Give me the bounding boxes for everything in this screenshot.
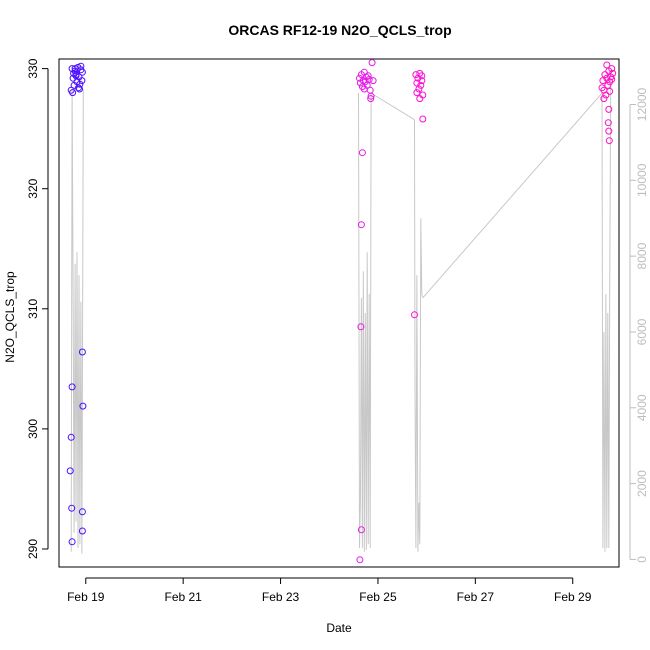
y-tick-label: 300 [26,419,40,439]
data-point [411,311,418,319]
y-axis-label: N2O_QCLS_trop [3,271,17,363]
y-tick-label: 290 [26,539,40,559]
data-point [366,86,374,94]
n2o-series [66,59,617,564]
x-axis: Feb 19 Feb 21 Feb 23 Feb 25 Feb 27 Feb 29 [67,577,592,604]
altitude-line-RF14 [414,119,424,552]
data-point [68,383,76,391]
data-point [72,72,80,80]
data-point [66,467,74,475]
data-point [605,105,613,113]
y2-tick-label: 0 [635,556,649,563]
data-point [79,402,87,410]
data-point [608,75,616,83]
y2-tick-label: 6000 [635,318,649,345]
data-point [367,92,375,100]
data-point [357,526,365,534]
data-point [71,65,79,73]
data-point [605,137,613,145]
data-point [606,87,614,95]
data-point [601,71,609,79]
data-point [604,81,612,89]
y2-tick-label: 2000 [635,470,649,497]
altitude-line-RF12 [70,89,84,554]
data-point [68,538,76,546]
data-point [78,68,86,76]
x-tick-label: Feb 25 [359,590,397,604]
data-point [76,80,84,88]
data-point [68,504,76,512]
data-point [416,95,424,103]
data-point [367,95,375,103]
data-point [76,85,83,93]
x-tick-label: Feb 29 [554,590,592,604]
data-point [75,84,82,92]
chart-title: ORCAS RF12-19 N2O_QCLS_trop [228,22,451,38]
data-point [69,89,77,97]
data-point [357,323,365,331]
plot-area-frame [58,58,620,568]
x-tick-label: Feb 21 [164,590,202,604]
y-tick-label: 320 [26,178,40,198]
data-point [356,556,364,564]
data-point [418,72,426,80]
x-axis-label: Date [326,621,352,635]
y-tick-label: 310 [26,298,40,318]
y-axis-right: 0 2000 4000 6000 8000 10000 12000 [629,87,649,563]
data-point [70,69,78,77]
data-point [365,75,373,83]
data-point [356,74,363,82]
y2-tick-label: 4000 [635,394,649,421]
data-point [417,81,425,89]
data-point [364,72,372,80]
data-point [78,527,86,535]
data-point [358,149,366,157]
y2-tick-label: 12000 [635,87,649,121]
data-point [368,59,376,67]
data-point [603,61,611,69]
x-tick-label: Feb 19 [67,590,105,604]
data-point [413,89,421,97]
data-point [360,85,368,93]
data-point [78,348,86,356]
data-point [369,77,377,85]
data-point [605,127,613,135]
data-point [67,433,75,441]
data-point [604,119,612,127]
data-point [357,221,365,229]
data-point [419,115,427,123]
data-point [608,65,616,73]
x-tick-label: Feb 27 [457,590,495,604]
data-point [600,95,608,103]
data-point [415,85,423,93]
y-axis-left: 290 300 310 320 330 [26,58,49,559]
altitude-series [70,81,614,554]
altitude-line-RF13 [358,92,415,552]
altitude-line-RF15 [422,81,614,552]
data-point [418,77,426,85]
data-point [78,508,86,516]
y2-tick-label: 8000 [635,242,649,269]
data-point [78,77,86,85]
data-point [602,91,610,99]
y2-tick-label: 10000 [635,163,649,197]
x-tick-label: Feb 23 [262,590,300,604]
y-tick-label: 330 [26,58,40,78]
